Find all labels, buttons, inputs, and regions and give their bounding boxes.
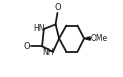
Text: OMe: OMe (91, 34, 108, 43)
Text: NH: NH (43, 48, 54, 57)
Text: O: O (24, 42, 30, 51)
Text: HN: HN (33, 24, 45, 33)
Polygon shape (84, 37, 90, 40)
Text: O: O (54, 3, 61, 12)
